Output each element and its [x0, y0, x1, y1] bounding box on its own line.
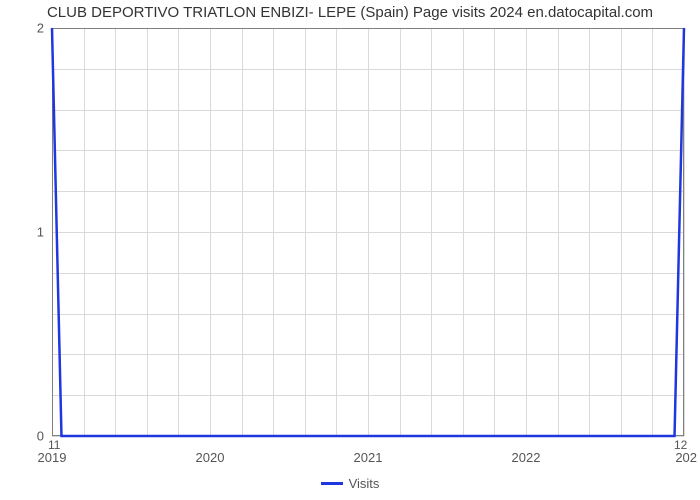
legend: Visits — [0, 475, 700, 491]
x-tick-label: 2020 — [196, 450, 225, 465]
x-tick-label: 2019 — [38, 450, 67, 465]
y-tick-label: 0 — [14, 429, 44, 444]
y-tick-label: 1 — [14, 225, 44, 240]
chart-container: CLUB DEPORTIVO TRIATLON ENBIZI- LEPE (Sp… — [0, 0, 700, 500]
extra-label-bottom-left: 11 — [48, 438, 60, 452]
legend-swatch — [321, 482, 343, 485]
series-line — [0, 0, 700, 500]
x-tick-label-right-edge: 202 — [675, 450, 697, 465]
legend-label: Visits — [349, 476, 380, 491]
x-tick-label: 2021 — [354, 450, 383, 465]
extra-label-bottom-right: 12 — [674, 438, 687, 452]
y-tick-label: 2 — [14, 21, 44, 36]
x-tick-label: 2022 — [512, 450, 541, 465]
line-visits — [52, 28, 684, 436]
